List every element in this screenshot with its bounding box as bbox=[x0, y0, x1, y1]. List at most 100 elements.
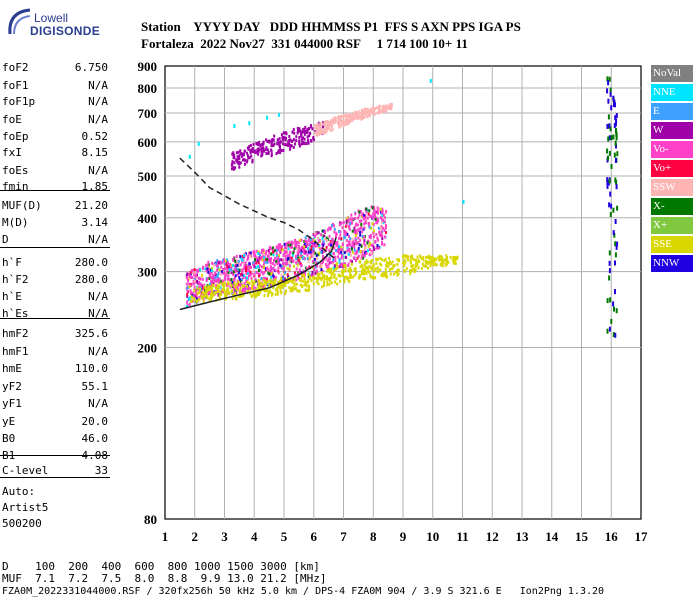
echo-point bbox=[363, 235, 366, 239]
echo-point bbox=[338, 125, 341, 129]
echo-point bbox=[326, 123, 329, 126]
param-value: 1.85 bbox=[81, 180, 109, 193]
echo-point bbox=[285, 262, 288, 266]
echo-point bbox=[310, 255, 313, 259]
echo-point bbox=[262, 146, 265, 150]
echo-point bbox=[329, 279, 332, 283]
echo-point bbox=[294, 240, 297, 244]
echo-point bbox=[453, 259, 456, 263]
echo-point bbox=[452, 256, 455, 259]
param-value: 21.20 bbox=[74, 199, 108, 212]
echo-point bbox=[310, 248, 313, 251]
echo-point bbox=[350, 253, 352, 257]
echo-point bbox=[376, 218, 379, 222]
echo-point bbox=[206, 263, 209, 267]
echo-point bbox=[288, 286, 291, 290]
series-ssw bbox=[314, 102, 393, 137]
y-tick-label: 900 bbox=[138, 59, 158, 74]
echo-point bbox=[267, 248, 270, 252]
echo-point bbox=[352, 256, 355, 260]
echo-point bbox=[360, 255, 363, 259]
echo-point bbox=[258, 148, 261, 152]
echo-point bbox=[441, 256, 444, 260]
echo-point bbox=[380, 212, 383, 216]
echo-point bbox=[351, 113, 354, 117]
echo-point bbox=[359, 115, 362, 119]
echo-point bbox=[232, 272, 235, 276]
echo-point bbox=[305, 129, 308, 133]
echo-point bbox=[396, 273, 399, 277]
echo-point bbox=[258, 279, 260, 283]
echo-point bbox=[419, 254, 422, 258]
param-row: foF1p N/A bbox=[2, 95, 108, 109]
echo-point bbox=[330, 241, 333, 245]
echo-point bbox=[257, 252, 260, 255]
echo-point bbox=[201, 267, 204, 270]
echo-point bbox=[255, 292, 258, 296]
echo-point bbox=[303, 132, 306, 136]
echo-point bbox=[336, 282, 339, 286]
echo-point bbox=[614, 252, 617, 258]
echo-point bbox=[264, 267, 267, 271]
echo-point bbox=[267, 291, 270, 294]
echo-point bbox=[189, 270, 192, 274]
echo-point bbox=[404, 260, 407, 264]
echo-point bbox=[211, 288, 214, 292]
echo-point bbox=[226, 258, 229, 262]
echo-point bbox=[270, 280, 273, 284]
echo-point bbox=[365, 207, 368, 211]
param-name: foF1 bbox=[2, 79, 29, 92]
echo-point bbox=[606, 123, 609, 129]
echo-point bbox=[293, 282, 296, 286]
echo-point bbox=[295, 240, 298, 244]
echo-point bbox=[345, 118, 348, 122]
echo-point bbox=[219, 285, 222, 289]
echo-point bbox=[353, 274, 356, 278]
echo-point bbox=[211, 266, 214, 270]
echo-point bbox=[186, 289, 189, 293]
echo-point bbox=[300, 249, 303, 253]
echo-point bbox=[360, 257, 362, 261]
echo-point bbox=[383, 243, 386, 247]
echo-point bbox=[328, 257, 331, 261]
echo-point bbox=[413, 270, 416, 274]
echo-point bbox=[229, 263, 231, 266]
echo-point bbox=[354, 268, 357, 272]
echo-point bbox=[332, 240, 335, 244]
x-tick-label: 4 bbox=[251, 529, 258, 544]
echo-point bbox=[616, 151, 619, 157]
echo-point bbox=[381, 242, 384, 246]
echo-point bbox=[301, 130, 304, 134]
echo-point bbox=[384, 226, 387, 230]
echo-point bbox=[343, 251, 346, 255]
echo-point bbox=[362, 110, 365, 113]
echo-point bbox=[193, 288, 196, 292]
echo-point bbox=[307, 260, 310, 264]
echo-point bbox=[305, 280, 307, 284]
echo-point bbox=[239, 272, 242, 276]
param-row: foF1 N/A bbox=[2, 79, 108, 93]
echo-point bbox=[347, 278, 350, 282]
echo-point bbox=[253, 252, 256, 255]
echo-point bbox=[317, 273, 319, 277]
param-row: h`E N/A bbox=[2, 290, 108, 304]
echo-point bbox=[327, 266, 330, 270]
echo-point bbox=[239, 255, 242, 259]
echo-point bbox=[299, 129, 302, 133]
echo-point bbox=[606, 88, 609, 94]
echo-point bbox=[270, 275, 273, 279]
echo-point bbox=[322, 229, 325, 233]
echo-point bbox=[344, 275, 346, 279]
echo-point bbox=[347, 218, 350, 222]
echo-point bbox=[353, 231, 356, 235]
echo-point bbox=[242, 153, 245, 157]
echo-point bbox=[321, 229, 324, 233]
echo-point bbox=[279, 243, 282, 246]
echo-point bbox=[456, 255, 459, 259]
echo-point bbox=[235, 151, 238, 155]
echo-point bbox=[318, 272, 321, 276]
echo-point bbox=[612, 230, 615, 236]
echo-point bbox=[608, 76, 611, 82]
param-row: C-level 33 bbox=[2, 464, 108, 478]
echo-point bbox=[369, 253, 372, 257]
